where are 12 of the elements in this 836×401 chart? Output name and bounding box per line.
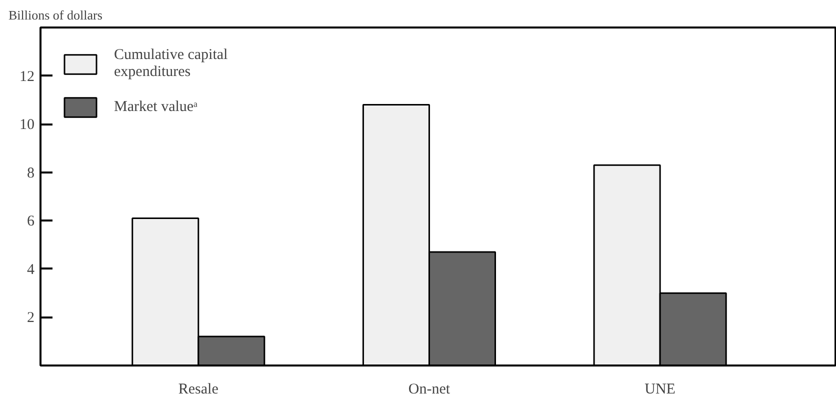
legend-label: Market valueᵃ [114,98,198,116]
x-tick-label: UNE [644,382,676,398]
x-tick-label: Resale [178,382,219,398]
y-tick-label: 10 [20,117,34,134]
y-tick-label: 4 [27,262,35,278]
legend-label: Cumulative capital expenditures [114,47,228,81]
x-tick-label: On-net [408,382,451,398]
y-axis-title: Billions of dollars [8,8,102,22]
y-tick-label: 12 [20,68,34,85]
y-tick-label: 6 [27,214,35,230]
y-tick-label: 2 [27,310,34,326]
y-tick-label: 8 [27,165,34,182]
